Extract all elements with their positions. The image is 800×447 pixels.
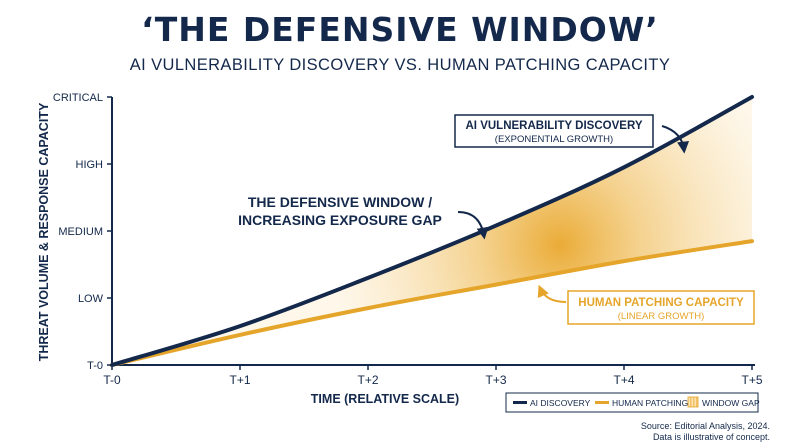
concept-note: Data is illustrative of concept. (652, 432, 770, 442)
legend-human-label: HUMAN PATCHING (612, 398, 688, 408)
human-annotation-title: HUMAN PATCHING CAPACITY (578, 297, 744, 309)
legend-gap-swatch (687, 396, 699, 408)
gap-annotation-line2: INCREASING EXPOSURE GAP (238, 212, 442, 228)
x-tick-label: T+2 (357, 373, 378, 387)
y-tick-label: MEDIUM (58, 226, 103, 238)
human-patching-line (110, 239, 754, 367)
human-annotation-subtitle: (LINEAR GROWTH) (618, 311, 705, 322)
ai-annotation-title: AI VULNERABILITY DISCOVERY (466, 120, 643, 132)
legend-gap-label: WINDOW GAP (702, 398, 760, 408)
ai-discovery-line (110, 95, 754, 367)
human-annotation-arrow (537, 284, 567, 303)
chart-title: ‘THE DEFENSIVE WINDOW’ (141, 10, 659, 49)
window-gap-area (112, 97, 752, 365)
x-tick-label: T+3 (485, 373, 506, 387)
x-ticks-group: T-0 T+1 T+2 T+3 T+4 T+5 (103, 365, 763, 387)
ai-annotation-subtitle: (EXPONENTIAL GROWTH) (495, 134, 613, 145)
gap-annotation-arrow (457, 211, 489, 240)
y-tick-label: T-0 (87, 360, 103, 372)
legend-ai-label: AI DISCOVERY (530, 398, 591, 408)
y-tick-label: LOW (78, 293, 104, 305)
x-axis-label: TIME (RELATIVE SCALE) (311, 392, 459, 406)
ai-annotation-box (454, 114, 654, 148)
y-tick-label: HIGH (76, 159, 104, 171)
x-tick-label: T+1 (229, 373, 250, 387)
x-tick-label: T-0 (103, 373, 121, 387)
ai-annotation-arrow (661, 125, 690, 154)
gap-annotation-line1: THE DEFENSIVE WINDOW / (248, 194, 432, 210)
y-ticks-group: T-0 LOW MEDIUM HIGH CRITICAL (53, 92, 112, 372)
source-note: Source: Editorial Analysis, 2024. (640, 421, 770, 431)
human-annotation-box (567, 290, 755, 325)
y-tick-label: CRITICAL (53, 92, 103, 104)
x-tick-label: T+5 (741, 373, 762, 387)
chart-subtitle: AI VULNERABILITY DISCOVERY VS. HUMAN PAT… (129, 56, 671, 74)
footnote: Source: Editorial Analysis, 2024. Data i… (641, 421, 770, 443)
x-tick-label: T+4 (613, 373, 634, 387)
y-axis-label: THREAT VOLUME & RESPONSE CAPACITY (37, 102, 51, 361)
